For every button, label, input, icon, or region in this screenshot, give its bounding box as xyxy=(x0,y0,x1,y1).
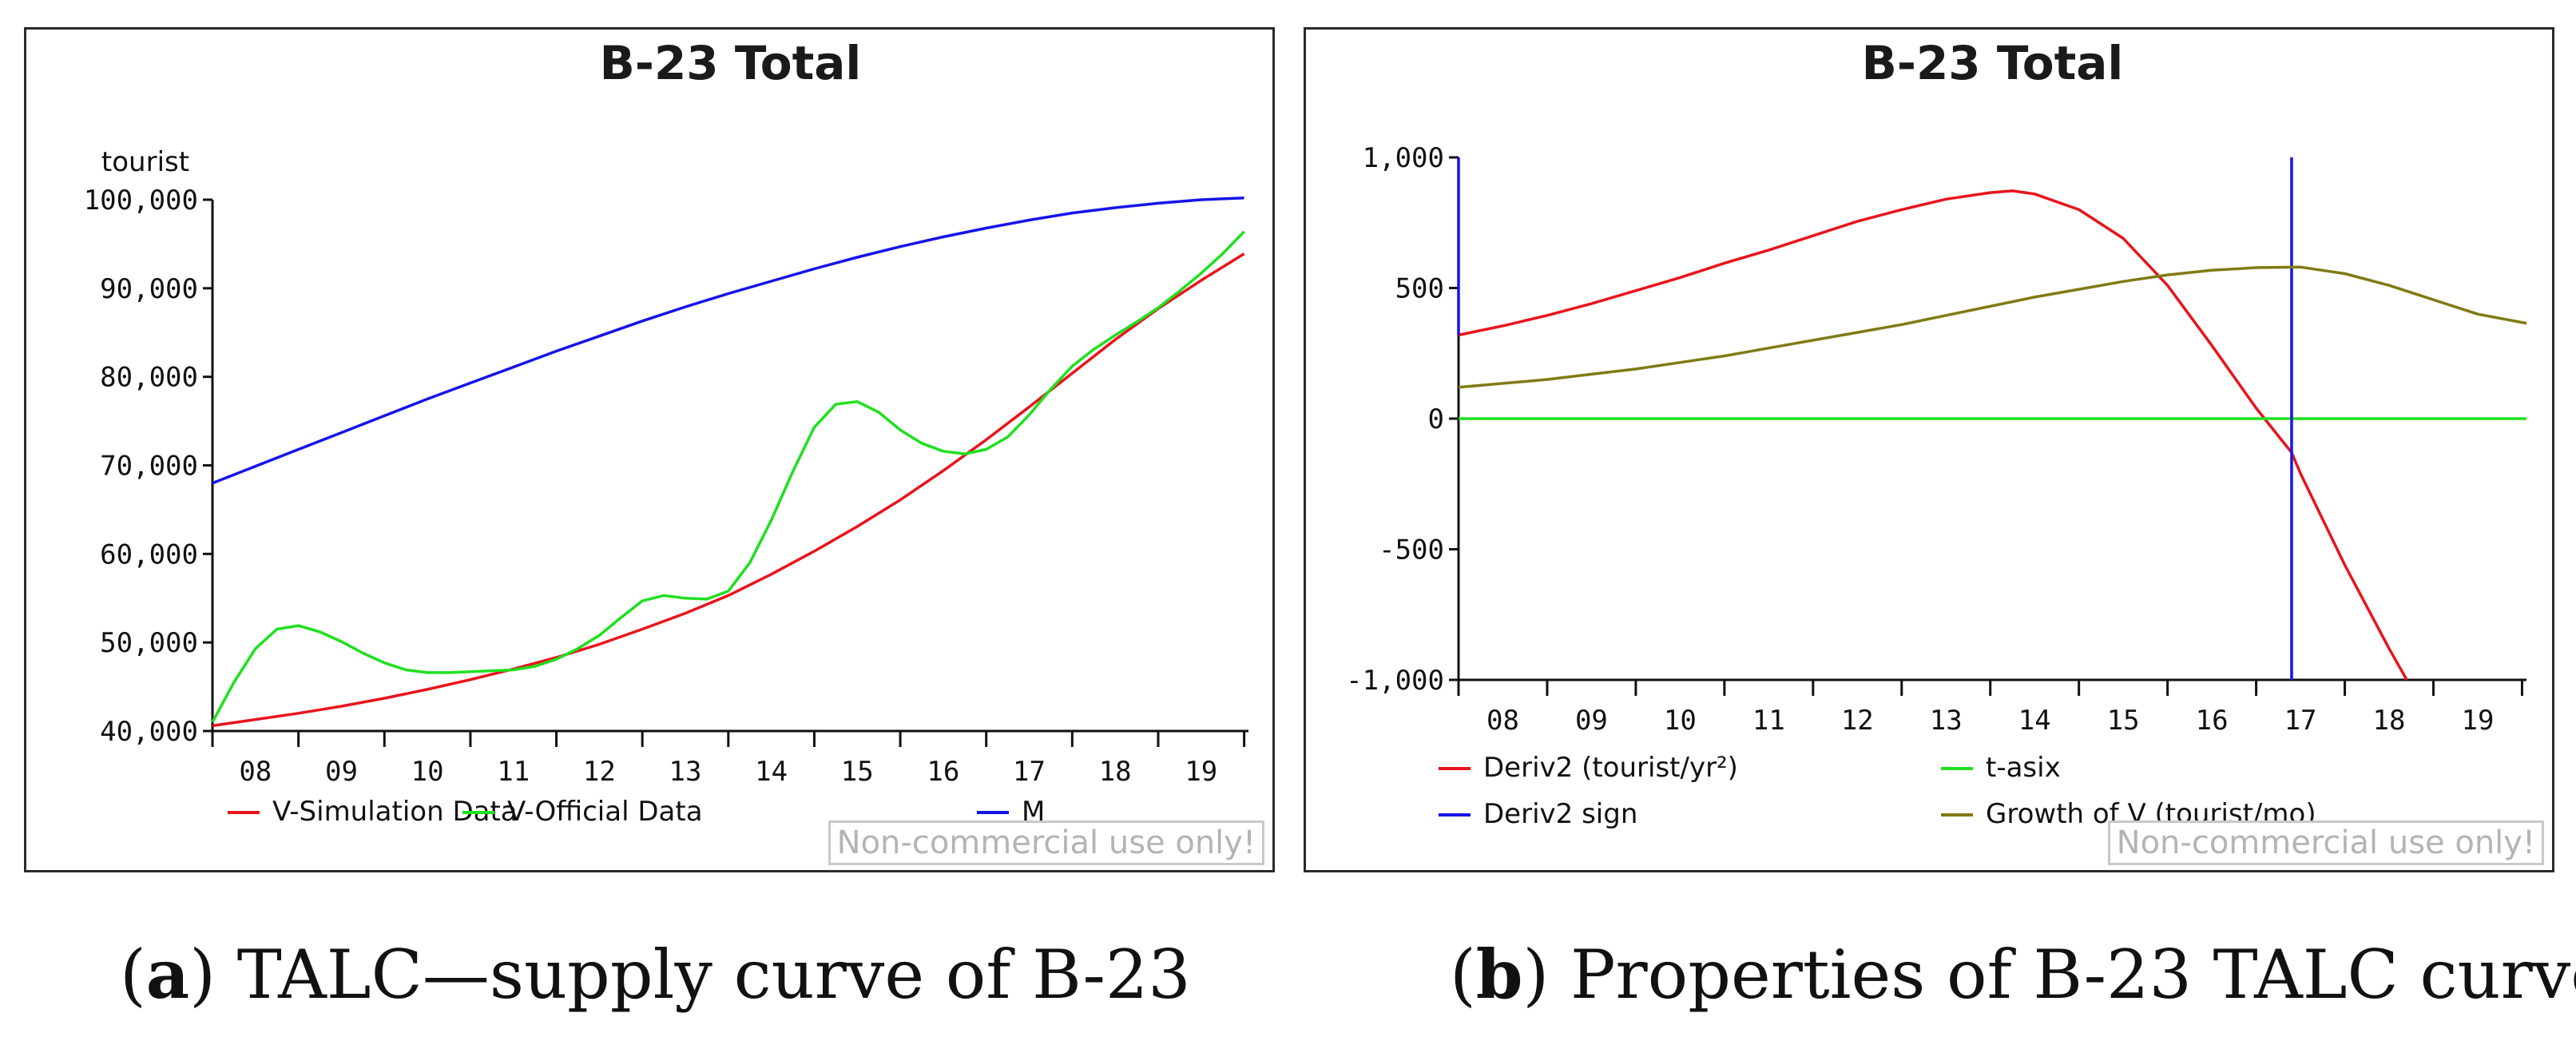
chart-a-svg: B-23 Total tourist 40,000 50,000 60,000 70,00… xyxy=(84,36,1248,828)
watermark-a: Non-commercial use only! xyxy=(828,820,1264,865)
chart-a-x-tick-label: 12 xyxy=(583,756,616,788)
chart-b-y-tick-label: 1,000 xyxy=(1363,142,1444,174)
chart-panel-a: B-23 Total tourist 40,000 50,000 60,000 70,00… xyxy=(24,27,1275,872)
chart-b-y-tick-label: -1,000 xyxy=(1346,665,1444,697)
chart-b-x-tick-label: 13 xyxy=(1930,705,1963,737)
chart-b-title: B-23 Total xyxy=(1862,36,2124,90)
chart-a-x-tick-label: 15 xyxy=(841,756,874,788)
chart-b-x-tick-label: 08 xyxy=(1486,705,1519,737)
chart-b-legend-label: Deriv2 (tourist/yr²) xyxy=(1483,752,1738,784)
chart-a-title: B-23 Total xyxy=(600,36,862,90)
chart-b-svg: B-23 Total -1,000 -500 0 500 1,000 08 09 10 11 12 1… xyxy=(1346,36,2527,830)
chart-b-x-tick-label: 18 xyxy=(2373,705,2406,737)
chart-b-x-tick-label: 10 xyxy=(1664,705,1697,737)
chart-a-y-tick-label: 40,000 xyxy=(100,716,198,748)
chart-b-y-tick-label: -500 xyxy=(1379,534,1444,566)
caption-a: (a) TALC—supply curve of B-23 xyxy=(120,935,1191,1014)
chart-a-series-v-simulation-data xyxy=(212,252,1245,728)
chart-a-x-tick-label: 09 xyxy=(325,756,358,788)
chart-a-x-tick-label: 14 xyxy=(755,756,788,788)
chart-a-y-tick-label: 90,000 xyxy=(100,273,198,305)
watermark-b: Non-commercial use only! xyxy=(2107,820,2544,865)
chart-a-y-axis-label: tourist xyxy=(101,146,189,178)
chart-a-y-tick-label: 80,000 xyxy=(100,362,198,394)
chart-a-y-tick-label: 100,000 xyxy=(84,185,198,217)
chart-b-y-tick-label: 0 xyxy=(1428,403,1444,435)
chart-a-x-tick-label: 13 xyxy=(669,756,702,788)
chart-a-y-tick-label: 60,000 xyxy=(100,538,198,570)
chart-b-x-tick-label: 11 xyxy=(1752,705,1785,737)
caption-b: (b) Properties of B-23 TALC curve xyxy=(1450,935,2576,1014)
chart-b-x-tick-label: 14 xyxy=(2018,705,2051,737)
chart-a-x-tick-label: 19 xyxy=(1185,756,1217,788)
chart-b-x-tick-label: 19 xyxy=(2461,705,2494,737)
chart-a-x-tick-label: 18 xyxy=(1099,756,1132,788)
chart-b-x-tick-label: 12 xyxy=(1841,705,1874,737)
chart-b-legend-label: Deriv2 sign xyxy=(1483,798,1637,830)
caption-a-text: TALC—supply curve of B-23 xyxy=(236,936,1191,1014)
chart-b-x-tick-label: 17 xyxy=(2284,705,2317,737)
caption-b-text: Properties of B-23 TALC curve xyxy=(1570,936,2576,1014)
chart-a-y-tick-label: 50,000 xyxy=(100,627,198,659)
chart-a-x-tick-label: 16 xyxy=(927,756,959,788)
chart-b-x-tick-label: 15 xyxy=(2107,705,2140,737)
chart-a-y-tick-label: 70,000 xyxy=(100,451,198,483)
chart-a-series-m xyxy=(212,197,1244,485)
chart-b-x-tick-label: 16 xyxy=(2196,705,2229,737)
caption-a-letter: a xyxy=(145,935,190,1014)
chart-b-legend-label: t-asix xyxy=(1986,752,2061,784)
chart-b-y-tick-label: 500 xyxy=(1395,273,1444,305)
chart-a-x-tick-label: 17 xyxy=(1013,756,1046,788)
chart-b-series-deriv2-tourist-yr xyxy=(1458,189,2408,681)
chart-b-series-growth-of-v-tourist-mo xyxy=(1458,265,2527,389)
chart-panel-b: B-23 Total -1,000 -500 0 500 1,000 08 09 10 11 12 1… xyxy=(1304,27,2554,872)
chart-a-x-tick-label: 08 xyxy=(239,756,272,788)
caption-b-letter: b xyxy=(1475,935,1523,1014)
chart-a-x-tick-label: 10 xyxy=(411,756,444,788)
chart-a-series-v-official-data xyxy=(211,230,1245,723)
chart-b-x-tick-label: 09 xyxy=(1575,705,1608,737)
chart-a-legend-label: V-Official Data xyxy=(507,796,703,828)
chart-a-x-tick-label: 11 xyxy=(497,756,530,788)
